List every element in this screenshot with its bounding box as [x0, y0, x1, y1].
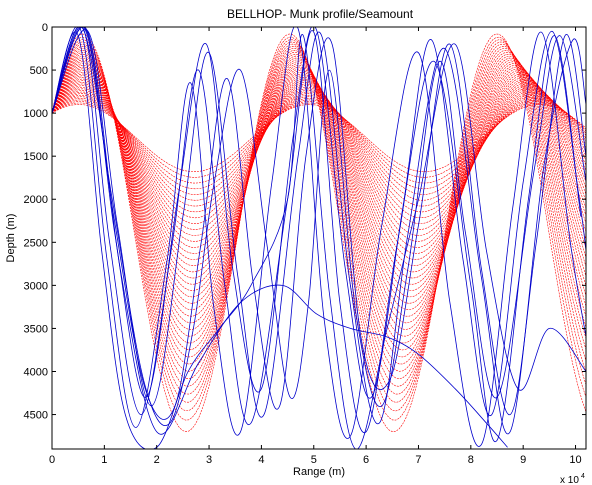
red-ray: [52, 70, 586, 298]
y-axis: 0 500 1000 1500 2000 2500 3000 3500 4000 4500: [24, 22, 586, 422]
x-tick-label: 2: [154, 454, 160, 466]
red-ray: [52, 49, 586, 372]
red-ray: [52, 101, 586, 184]
red-ray: [52, 73, 586, 285]
red-ray: [52, 93, 586, 213]
red-ray: [52, 59, 586, 337]
red-ray: [52, 96, 586, 201]
red-ray: [52, 80, 586, 260]
x-tick-label: 4: [258, 454, 264, 466]
y-tick-label: 4000: [24, 366, 48, 378]
x-axis-label: Range (m): [293, 466, 345, 478]
y-tick-label: 1000: [24, 108, 48, 120]
red-ray: [52, 85, 586, 242]
reflected-rays: [52, 27, 586, 449]
x-tick-label: 8: [468, 454, 474, 466]
x-axis-multiplier-exponent: 4: [581, 473, 585, 480]
blue-ray: [52, 29, 586, 435]
x-tick-label: 10: [569, 454, 581, 466]
red-ray: [52, 66, 586, 311]
red-ray: [52, 97, 586, 195]
red-ray: [52, 75, 586, 279]
x-tick-label: 9: [520, 454, 526, 466]
red-ray: [52, 83, 586, 248]
y-tick-label: 0: [42, 22, 48, 34]
red-ray: [52, 64, 586, 317]
y-tick-label: 1500: [24, 151, 48, 163]
y-axis-label: Depth (m): [5, 214, 17, 263]
red-ray: [52, 78, 586, 267]
red-ray: [52, 33, 586, 433]
y-tick-label: 3500: [24, 323, 48, 335]
red-ray: [52, 104, 586, 173]
red-ray: [52, 36, 586, 421]
red-ray: [52, 43, 586, 395]
red-ray: [52, 90, 586, 225]
y-tick-label: 500: [30, 65, 48, 77]
x-axis: 0 1 2 3 4 5 6 7 8 9 10: [49, 27, 582, 466]
red-ray: [52, 47, 586, 380]
red-ray: [52, 99, 586, 190]
blue-ray: [52, 27, 586, 417]
red-ray: [52, 94, 586, 207]
x-tick-label: 1: [101, 454, 107, 466]
red-ray: [52, 91, 586, 219]
x-tick-label: 5: [311, 454, 317, 466]
chart-title: BELLHOP- Munk profile/Seamount: [227, 7, 414, 21]
blue-ray: [52, 27, 586, 426]
plot-frame: [51, 26, 587, 450]
blue-ray: [52, 27, 586, 447]
x-tick-label: 3: [206, 454, 212, 466]
y-tick-label: 3000: [24, 280, 48, 292]
x-tick-label: 0: [49, 454, 55, 466]
plot-area: [51, 26, 587, 450]
red-ray: [52, 68, 586, 304]
x-tick-label: 7: [415, 454, 421, 466]
red-ray: [52, 76, 586, 273]
y-tick-label: 2000: [24, 194, 48, 206]
blue-ray: [52, 27, 586, 420]
x-tick-label: 6: [363, 454, 369, 466]
x-axis-multiplier: x 10: [560, 475, 579, 485]
red-ray: [52, 88, 586, 230]
red-ray: [52, 81, 586, 254]
y-tick-label: 2500: [24, 237, 48, 249]
y-tick-label: 4500: [24, 410, 48, 422]
red-ray: [52, 102, 586, 178]
refracted-rays: [52, 33, 586, 433]
